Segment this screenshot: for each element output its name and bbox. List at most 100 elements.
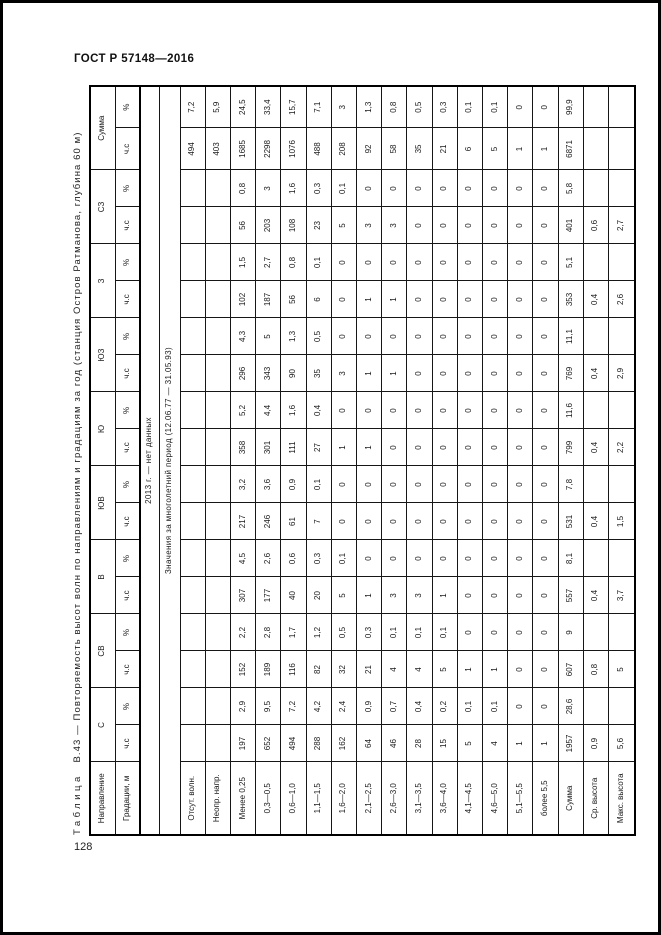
table-row: 2,1—2,5 64 0,9 21 0,3 1 0 0 0 1 0 1 0 1 0 3 0 92 1,3 [356,85,382,835]
header-direction-4: ЮВ [90,465,115,540]
note-text-2: Значения за многолетний период (12.06.77… [159,85,180,835]
data-cell [583,465,609,503]
table-row: 0,6—1,0 494 7,2 116 1,7 40 0,6 61 0,9 111 1,6 90 1,3… [280,85,307,835]
data-cell: 5,8 [558,169,584,207]
header-direction-6: ЮЗ [90,317,115,392]
header-direction-2: СВ [90,614,115,688]
data-cell: 3 [406,577,433,614]
subheader-percent-2: % [115,614,140,651]
data-cell: 0 [356,465,382,503]
data-cell: 2,8 [255,614,281,651]
data-cell: 343 [255,354,281,392]
data-cell: 0,3 [356,614,382,651]
data-cell: 108 [280,206,307,244]
table-row: 4,6—5,0 4 0,1 1 0 0 0 0 0 0 0 0 0 0 0 0 0 5 0,1 [482,85,508,835]
data-cell: 7,2 [280,688,307,725]
data-cell: 56 [230,206,256,244]
data-cell [583,688,609,725]
data-cell [205,577,231,614]
data-cell [205,391,231,429]
data-cell: 1 [482,651,508,688]
data-cell: 0,8 [280,243,307,281]
data-cell: 21 [432,127,458,170]
data-cell: 0 [331,465,357,503]
table-row: Отсут. волн. 494 7,2 [180,85,206,835]
data-cell: 40 [280,577,307,614]
row-label: 2,1—2,5 [356,762,382,835]
data-cell: 0 [381,428,407,466]
data-cell: 0 [406,465,433,503]
data-cell [205,243,231,281]
data-cell: 0,9 [583,725,609,762]
data-cell: 23 [306,206,332,244]
data-cell [583,127,609,170]
data-cell: 5 [608,651,635,688]
subheader-percent-4: % [115,465,140,503]
data-cell: 557 [558,577,584,614]
subheader-count-1: ч.с [115,725,140,762]
data-cell: 189 [255,651,281,688]
row-label: 4,6—5,0 [482,762,508,835]
data-cell: 20 [306,577,332,614]
data-cell [583,85,609,128]
data-cell: 56 [280,280,307,318]
data-cell [180,688,206,725]
data-cell [205,540,231,577]
data-cell: 61 [280,503,307,540]
data-cell: 401 [558,206,584,244]
data-cell [583,391,609,429]
note-text-1: 2013 г. — нет данных [140,85,159,835]
data-cell [583,540,609,577]
data-cell: 0 [432,280,458,318]
subheader-percent-6: % [115,317,140,355]
data-cell: 0 [432,317,458,355]
header-direction-8: СЗ [90,169,115,244]
data-cell: 0 [532,206,559,244]
data-cell: 11,1 [558,317,584,355]
row-label: 0,3—0,5 [255,762,281,835]
table-row: Менее 0,25 197 2,9 152 2,2 307 4,5 217 3,2 358 5,2… [230,85,256,835]
data-cell: 1957 [558,725,584,762]
data-cell [608,391,635,429]
data-cell: 5,1 [558,243,584,281]
data-cell: 6 [457,127,483,170]
data-cell: 1 [457,651,483,688]
data-cell: 1 [356,280,382,318]
subheader-count-5: ч.с [115,428,140,466]
data-cell: 0 [532,169,559,207]
standard-code-header: ГОСТ Р 57148—2016 [74,53,195,65]
data-cell: 0,3 [432,85,458,128]
data-cell: 0 [432,391,458,429]
data-cell: 5 [331,577,357,614]
data-cell: 1 [532,127,559,170]
table-row: более 5,5 1 0 0 0 0 0 0 0 0 0 0 0 0 0 0 0 1 0 [532,85,559,835]
data-cell: 0 [406,280,433,318]
data-cell [180,243,206,281]
data-cell [205,725,231,762]
data-cell: 3 [381,206,407,244]
data-cell [180,503,206,540]
row-label: более 5,5 [532,762,559,835]
row-label: Сумма [558,762,584,835]
data-cell [205,428,231,466]
data-cell: 0,5 [306,317,332,355]
data-cell: 0,9 [280,465,307,503]
data-cell: 301 [255,428,281,466]
data-cell: 4,4 [255,391,281,429]
table-row: 4,1—4,5 5 0,1 1 0 0 0 0 0 0 0 0 0 0 0 0 0 6 0,1 [457,85,483,835]
subheader-percent-8: % [115,169,140,207]
data-cell: 217 [230,503,256,540]
data-cell: 187 [255,280,281,318]
data-cell: 288 [306,725,332,762]
data-cell: 0 [482,428,508,466]
data-cell: 0 [356,243,382,281]
data-cell: 0,9 [356,688,382,725]
data-cell: 0 [482,243,508,281]
data-cell: 1,3 [280,317,307,355]
data-cell: 0,1 [457,85,483,128]
data-cell [608,127,635,170]
data-cell: 0 [432,169,458,207]
data-cell: 0 [457,280,483,318]
data-cell: 1,7 [280,614,307,651]
